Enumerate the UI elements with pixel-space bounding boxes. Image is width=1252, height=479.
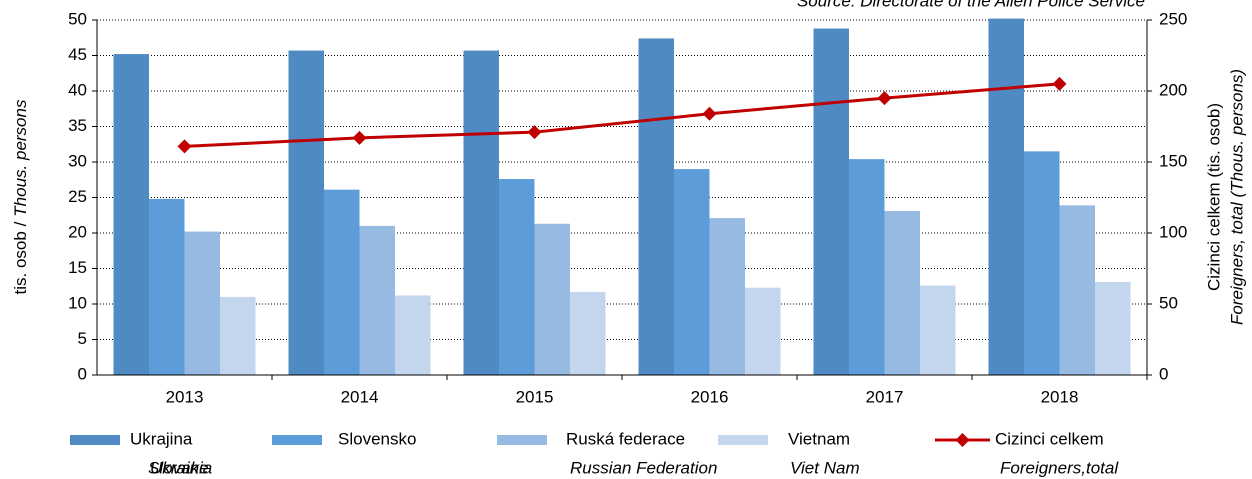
legend-label-en: Slovakia	[148, 458, 212, 477]
legend-label: Ukrajina	[130, 429, 193, 448]
legend-label: Slovensko	[338, 429, 416, 448]
line-marker	[877, 91, 892, 106]
bar	[149, 198, 185, 375]
bar	[638, 38, 674, 376]
line-marker	[702, 106, 717, 121]
bar	[534, 223, 570, 375]
source: Source: Directorate of the Alien Police …	[797, 0, 1145, 10]
y-tick-label: 40	[68, 80, 87, 99]
bar	[288, 50, 324, 375]
bar	[359, 225, 395, 375]
bar	[920, 285, 956, 375]
legend-swatch	[70, 435, 120, 445]
y-axis-label: tis. osob / Thous. persons	[11, 99, 30, 294]
line-marker	[177, 139, 192, 154]
legend-swatch	[497, 435, 547, 445]
legend-label: Vietnam	[788, 429, 850, 448]
line-marker	[1052, 76, 1067, 91]
legend-label: Cizinci celkem	[995, 429, 1104, 448]
legend-label-en: Viet Nam	[790, 458, 860, 477]
line-marker	[527, 125, 542, 140]
y-tick-label: 0	[78, 364, 87, 383]
x-tick-label: 2015	[516, 387, 554, 406]
y2-axis-label: Cizinci celkem (tis. osob)	[1204, 103, 1223, 291]
bar	[813, 28, 849, 376]
line	[184, 82, 1060, 148]
y2-tick-label: 50	[1159, 293, 1178, 312]
bar	[395, 295, 431, 375]
x-tick-label: 2017	[866, 387, 904, 406]
y-tick-label: 45	[68, 45, 87, 64]
y-tick-label: 50	[68, 9, 87, 28]
bar	[463, 50, 499, 375]
bar	[1024, 151, 1060, 375]
bar	[570, 291, 606, 375]
bar	[184, 231, 220, 375]
y-tick-label: 35	[68, 116, 87, 135]
bar	[745, 287, 781, 375]
bar	[324, 189, 360, 375]
legend-marker	[955, 433, 970, 447]
y-label: tis. osob /	[11, 221, 30, 294]
bar	[884, 210, 920, 375]
legend-swatch	[718, 435, 768, 445]
bar	[1095, 281, 1131, 375]
y-tick-label: 30	[68, 151, 87, 170]
legend-label-en: Ukraine	[150, 458, 209, 477]
x-tick-label: 2016	[691, 387, 729, 406]
y2-tick-label: 150	[1159, 151, 1187, 170]
bar	[220, 296, 256, 375]
bar	[988, 18, 1024, 376]
y-tick-label: 25	[68, 187, 87, 206]
y2-axis-label-en: Foreigners, total (Thous. persons)	[1227, 69, 1246, 325]
bar	[709, 218, 745, 375]
y2-tick-label: 250	[1159, 9, 1187, 28]
bar	[499, 179, 535, 375]
bar	[113, 54, 149, 376]
y-tick-label: 10	[68, 293, 87, 312]
bar	[1059, 205, 1095, 375]
x-tick-label: 2013	[166, 387, 204, 406]
bar	[674, 169, 710, 375]
y-tick-label: 5	[78, 329, 87, 348]
y-tick-label: 20	[68, 222, 87, 241]
legend-label: Ruská federace	[566, 429, 685, 448]
y2-tick-label: 0	[1159, 364, 1168, 383]
x-tick-label: 2018	[1041, 387, 1079, 406]
y-label-en: Thous. persons	[11, 99, 30, 217]
legend-label-en: Russian Federation	[570, 458, 717, 477]
bar	[849, 159, 885, 375]
y-tick-label: 15	[68, 258, 87, 277]
y2-tick-label: 100	[1159, 222, 1187, 241]
y2-tick-label: 200	[1159, 80, 1187, 99]
legend-label-en: Foreigners,total	[1000, 458, 1119, 477]
legend-swatch	[272, 435, 322, 445]
line-marker	[352, 130, 367, 145]
x-tick-label: 2014	[341, 387, 379, 406]
